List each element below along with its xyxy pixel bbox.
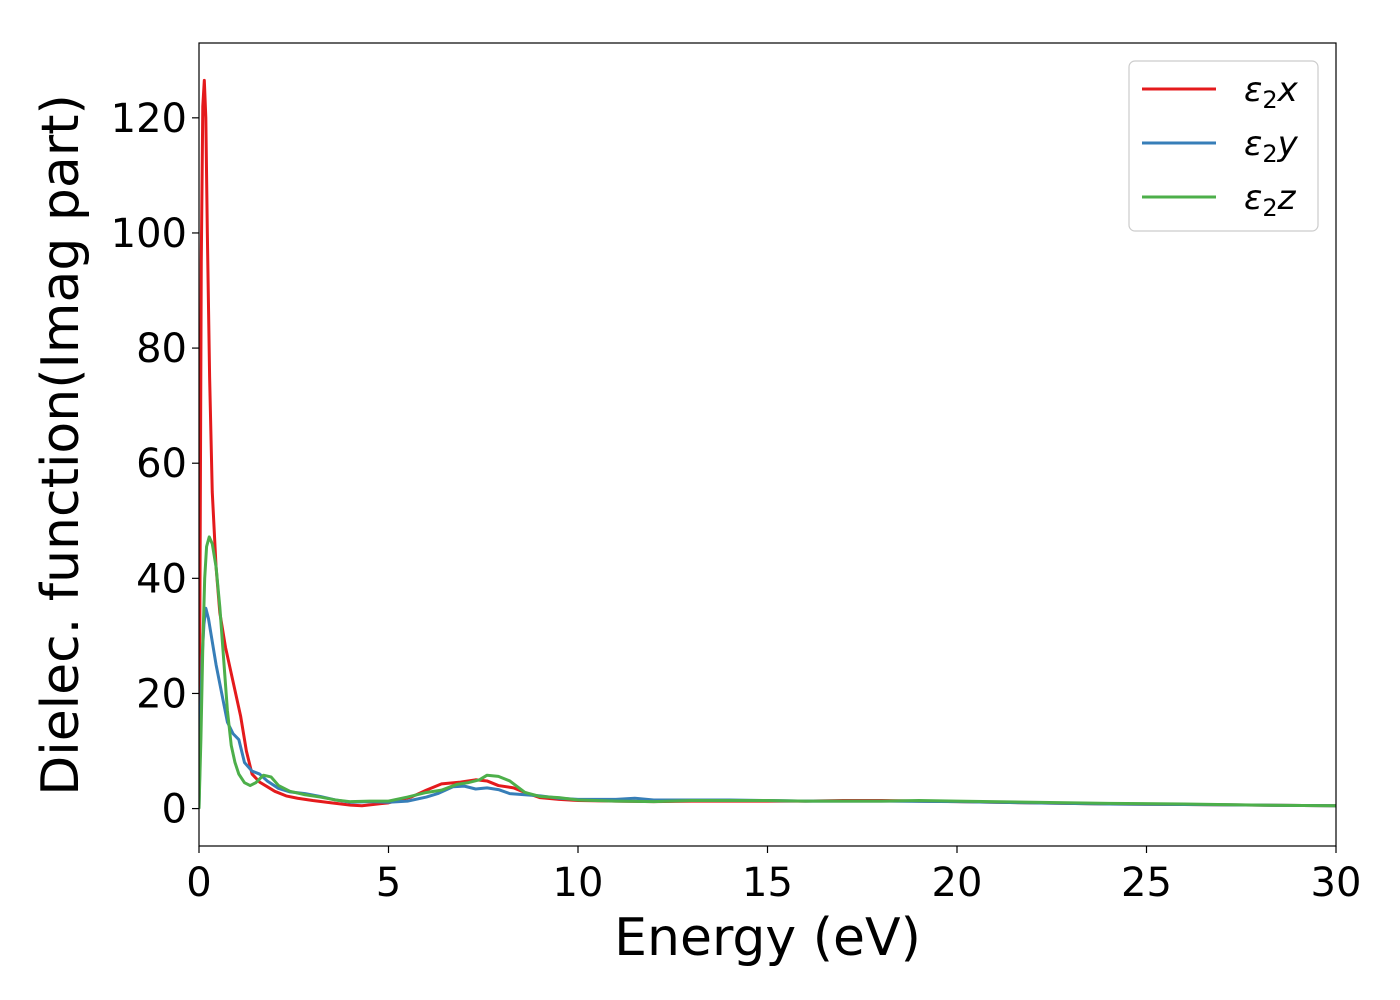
x-tick-label: 30 xyxy=(1311,860,1362,906)
legend-box xyxy=(1128,60,1319,232)
legend-label-z: ε2z xyxy=(1244,178,1297,222)
x-tick-label: 25 xyxy=(1121,860,1172,906)
legend: ε2x ε2y ε2z xyxy=(1128,60,1319,232)
y-tick-label: 80 xyxy=(136,326,187,372)
y-axis-label: Dielec. function(Imag part) xyxy=(31,94,91,796)
legend-label-x: ε2x xyxy=(1244,70,1299,114)
series-layer xyxy=(199,78,1336,809)
y-axis: 0 20 40 60 80 100 120 xyxy=(111,96,199,833)
series-line-z xyxy=(199,535,1336,809)
y-tick-label: 100 xyxy=(111,211,187,257)
x-tick-label: 15 xyxy=(742,860,793,906)
x-tick-label: 10 xyxy=(553,860,604,906)
x-axis: 0 5 10 15 20 25 30 xyxy=(186,846,1361,906)
x-tick-label: 20 xyxy=(932,860,983,906)
y-tick-label: 60 xyxy=(136,441,187,487)
y-tick-label: 0 xyxy=(162,787,187,833)
x-tick-label: 0 xyxy=(186,860,211,906)
legend-label-y: ε2y xyxy=(1244,124,1299,168)
y-tick-label: 20 xyxy=(136,671,187,717)
series-line-y xyxy=(199,606,1336,809)
y-tick-label: 120 xyxy=(111,96,187,142)
x-tick-label: 5 xyxy=(376,860,401,906)
x-axis-label: Energy (eV) xyxy=(614,908,921,968)
y-tick-label: 40 xyxy=(136,556,187,602)
